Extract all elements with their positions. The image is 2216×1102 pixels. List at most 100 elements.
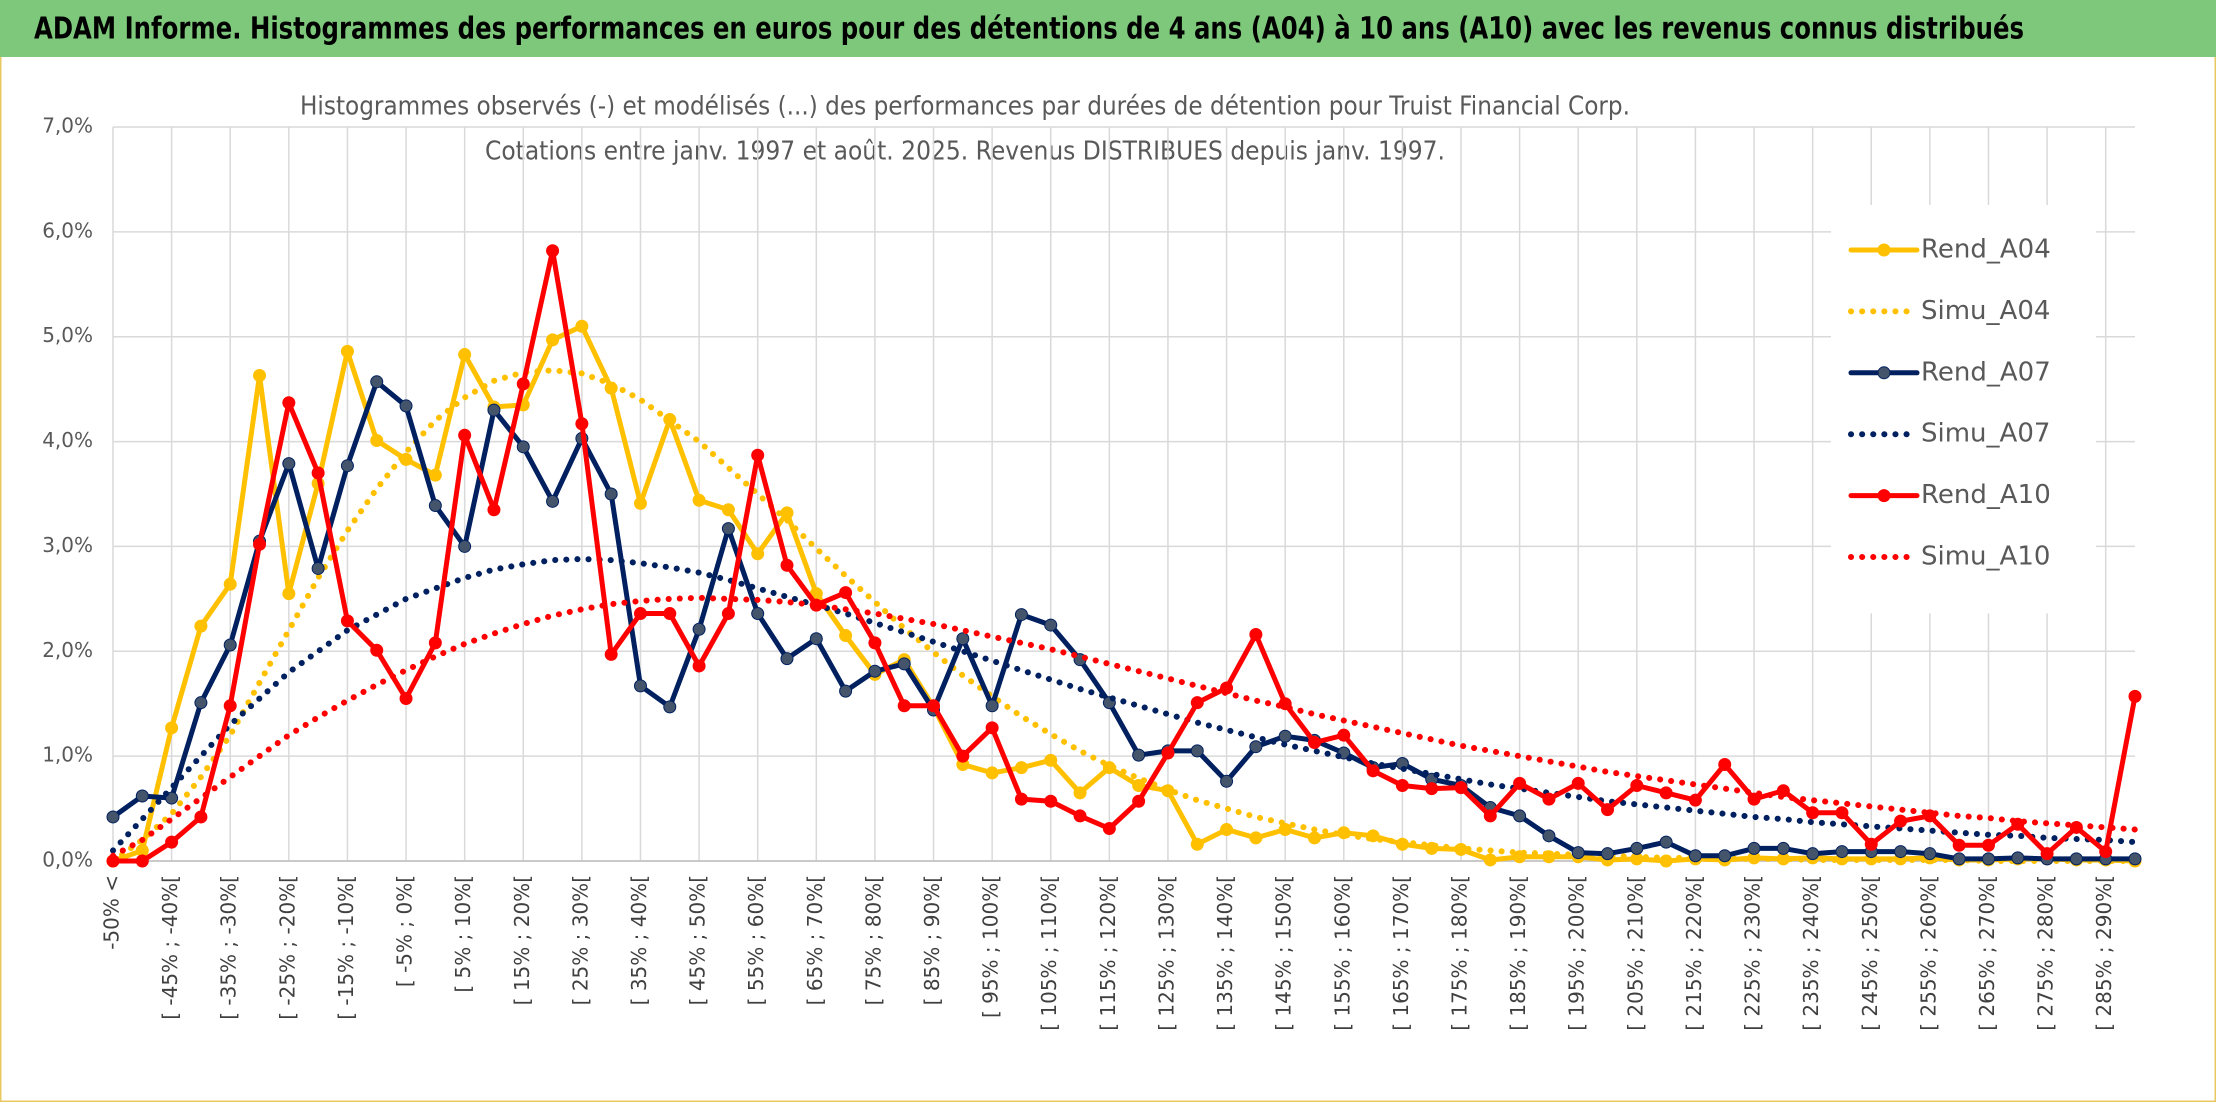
x-tick-label: [ 215% ; 220%[	[1682, 875, 1706, 1031]
point	[487, 503, 501, 517]
point	[1278, 729, 1292, 743]
x-tick-label: [ 115% ; 120%[	[1096, 875, 1120, 1031]
point	[1132, 748, 1146, 762]
point	[1014, 792, 1028, 806]
x-tick-label: [ -35% ; -30%[	[217, 875, 241, 1020]
x-tick-label: [ 195% ; 200%[	[1565, 875, 1589, 1031]
point	[604, 487, 618, 501]
point	[2011, 851, 2025, 865]
point	[1132, 779, 1146, 793]
point	[1718, 758, 1732, 772]
point	[1630, 841, 1644, 855]
point	[868, 636, 882, 650]
point	[663, 607, 677, 621]
point	[751, 547, 765, 561]
point	[1601, 847, 1615, 861]
point	[1044, 618, 1058, 632]
point	[780, 506, 794, 520]
point	[751, 448, 765, 462]
point	[370, 643, 384, 657]
point	[1190, 837, 1204, 851]
x-tick-label: [ 155% ; 160%[	[1330, 875, 1354, 1031]
x-tick-label: [ 45% ; 50%[	[686, 875, 710, 1005]
y-tick-label: 2,0%	[42, 638, 93, 662]
point	[1425, 782, 1439, 796]
x-tick-label: [ 145% ; 150%[	[1272, 875, 1296, 1031]
x-tick-label: [ 225% ; 230%[	[1741, 875, 1765, 1031]
point	[2040, 847, 2054, 861]
point	[165, 721, 179, 735]
x-tick-label: [ 85% ; 90%[	[920, 875, 944, 1005]
point	[1923, 847, 1937, 861]
point	[2128, 689, 2142, 703]
point	[135, 854, 149, 868]
x-tick-label: [ 285% ; 290%[	[2092, 875, 2116, 1031]
x-tick-label: [ 185% ; 190%[	[1506, 875, 1530, 1031]
x-tick-label: [ 265% ; 270%[	[1975, 875, 1999, 1031]
point	[1747, 792, 1761, 806]
point	[194, 810, 208, 824]
point	[1952, 838, 1966, 852]
legend-label: Rend_A04	[1921, 235, 2051, 265]
point	[780, 558, 794, 572]
point	[1366, 764, 1380, 778]
point	[282, 587, 296, 601]
point	[2069, 852, 2083, 866]
point	[1981, 852, 1995, 866]
point	[487, 403, 501, 417]
point	[575, 319, 589, 333]
point	[370, 375, 384, 389]
point	[1073, 809, 1087, 823]
point	[282, 396, 296, 410]
point	[223, 699, 237, 713]
point	[897, 657, 911, 671]
point	[809, 632, 823, 646]
point	[1952, 852, 1966, 866]
y-tick-label: 3,0%	[42, 533, 93, 557]
header-band	[0, 0, 2216, 57]
point	[428, 468, 442, 482]
point	[1601, 803, 1615, 817]
point	[1249, 831, 1263, 845]
point	[2128, 852, 2142, 866]
x-tick-label: [ 25% ; 30%[	[568, 875, 592, 1005]
x-tick-label: [ 175% ; 180%[	[1448, 875, 1472, 1031]
point	[1073, 786, 1087, 800]
x-tick-label: [ 255% ; 260%[	[1916, 875, 1940, 1031]
point	[751, 607, 765, 621]
point	[985, 721, 999, 735]
point	[692, 622, 706, 636]
point	[633, 679, 647, 693]
point	[1161, 746, 1175, 760]
point	[194, 619, 208, 633]
x-tick-label: [ 245% ; 250%[	[1858, 875, 1882, 1031]
point	[1542, 829, 1556, 843]
x-tick-label: [ 55% ; 60%[	[744, 875, 768, 1005]
x-tick-label: [ 5% ; 10%[	[451, 875, 475, 993]
point	[253, 537, 267, 551]
point	[1894, 814, 1908, 828]
x-tick-label: [ -5% ; 0%[	[393, 875, 417, 987]
point	[428, 499, 442, 513]
point	[399, 691, 413, 705]
point	[721, 503, 735, 517]
y-tick-label: 7,0%	[42, 114, 93, 138]
point	[311, 466, 325, 480]
y-tick-label: 0,0%	[42, 848, 93, 872]
point	[604, 647, 618, 661]
point	[1864, 837, 1878, 851]
point	[165, 835, 179, 849]
point	[370, 434, 384, 448]
point	[956, 749, 970, 763]
x-tick-label: [ 95% ; 100%[	[979, 875, 1003, 1018]
point	[106, 810, 120, 824]
point	[956, 632, 970, 646]
point	[458, 428, 472, 442]
point	[340, 459, 354, 473]
observed-line	[110, 323, 2138, 864]
point	[135, 789, 149, 803]
point	[1044, 753, 1058, 767]
x-tick-label: [ 35% ; 40%[	[627, 875, 651, 1005]
point	[516, 440, 530, 454]
